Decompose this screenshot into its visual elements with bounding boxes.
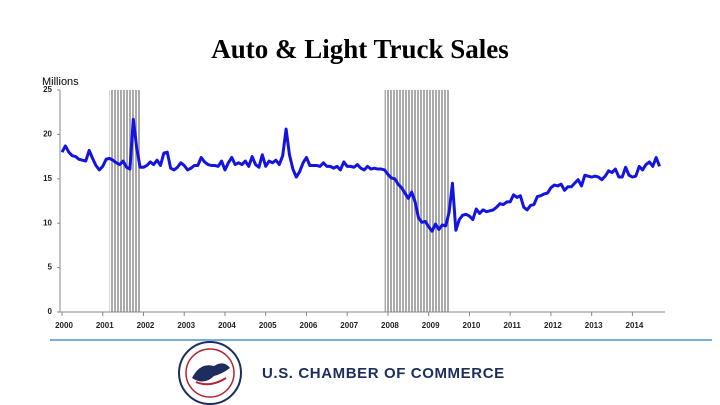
y-axis-title: Millions xyxy=(42,76,79,88)
x-tick-label: 2002 xyxy=(137,321,155,330)
x-tick-label: 2008 xyxy=(381,321,399,330)
recession-band xyxy=(109,90,141,312)
y-tick-label: 10 xyxy=(43,218,52,227)
x-tick-label: 2006 xyxy=(300,321,318,330)
x-tick-label: 2005 xyxy=(259,321,277,330)
chart-title: Auto & Light Truck Sales xyxy=(211,34,509,64)
x-tick-label: 2012 xyxy=(544,321,562,330)
organization-name: U.S. CHAMBER OF COMMERCE xyxy=(262,365,505,382)
y-tick-label: 5 xyxy=(48,263,53,272)
x-tick-label: 2014 xyxy=(626,321,644,330)
y-tick-label: 15 xyxy=(43,174,52,183)
data-line xyxy=(60,117,661,233)
x-tick-label: 2003 xyxy=(177,321,195,330)
x-tick-label: 2010 xyxy=(463,321,481,330)
x-tick-label: 2001 xyxy=(96,321,114,330)
y-tick-label: 20 xyxy=(43,130,52,139)
recession-band xyxy=(384,90,450,312)
y-tick-label: 0 xyxy=(48,307,53,316)
y-tick-label: 25 xyxy=(43,85,52,94)
logo xyxy=(178,341,242,405)
x-tick-label: 2009 xyxy=(422,321,440,330)
x-tick-label: 2011 xyxy=(503,321,521,330)
plot-area: 0 5 10 15 20 25 2000 2001 2002 2003 2004 2005 2006 20… xyxy=(43,85,665,330)
x-tick-label: 2000 xyxy=(55,321,73,330)
x-tick-label: 2004 xyxy=(218,321,236,330)
x-tick-label: 2013 xyxy=(585,321,603,330)
x-tick-label: 2007 xyxy=(340,321,358,330)
